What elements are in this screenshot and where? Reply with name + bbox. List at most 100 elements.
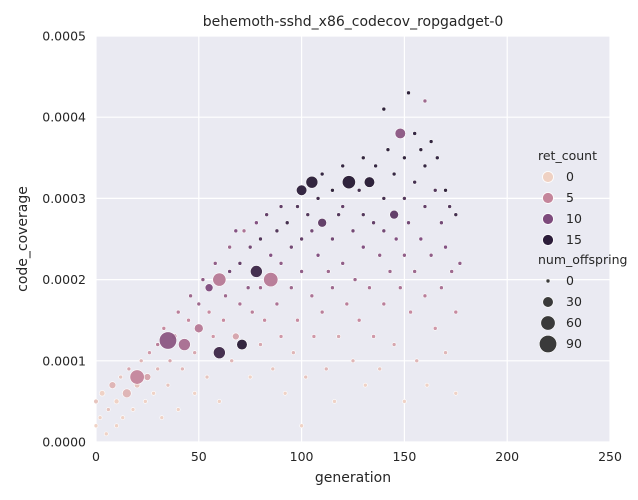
data-point bbox=[274, 228, 280, 234]
data-point bbox=[393, 236, 399, 242]
y-tick-label: 0.0000 bbox=[42, 435, 86, 450]
data-point bbox=[178, 338, 191, 351]
data-point bbox=[434, 155, 440, 161]
data-point bbox=[439, 285, 444, 291]
data-point bbox=[336, 212, 341, 217]
data-point bbox=[311, 334, 317, 339]
data-point bbox=[363, 176, 376, 188]
legend-hue-label: 10 bbox=[566, 211, 582, 226]
data-point bbox=[381, 301, 387, 307]
legend: ret_count num_offspring 0 5 10 15 0 30 60 90 bbox=[538, 148, 627, 354]
data-point bbox=[278, 334, 284, 339]
data-point bbox=[299, 423, 304, 429]
data-point bbox=[113, 398, 120, 405]
legend-hue-label: 0 bbox=[566, 169, 574, 184]
data-point bbox=[130, 407, 136, 412]
data-point bbox=[418, 236, 424, 242]
legend-hue-marker bbox=[542, 171, 554, 183]
data-point bbox=[309, 228, 315, 234]
data-point bbox=[103, 431, 109, 437]
data-point bbox=[289, 244, 294, 250]
data-point bbox=[192, 390, 197, 396]
data-point bbox=[97, 415, 103, 420]
data-point bbox=[138, 358, 144, 364]
data-point bbox=[278, 204, 284, 209]
data-point bbox=[167, 358, 173, 364]
data-point bbox=[114, 423, 119, 429]
data-point bbox=[330, 187, 335, 193]
legend-size-label: 30 bbox=[566, 294, 582, 309]
data-point bbox=[363, 382, 368, 388]
legend-hue-label: 15 bbox=[566, 232, 582, 247]
data-point bbox=[236, 338, 248, 351]
legend-size-marker bbox=[538, 334, 558, 354]
legend-size-marker bbox=[542, 296, 554, 308]
data-point bbox=[402, 252, 407, 258]
data-point bbox=[344, 301, 350, 307]
legend-size-marker bbox=[545, 278, 551, 284]
legend-hue-marker bbox=[542, 213, 554, 225]
data-point bbox=[422, 98, 428, 104]
data-point bbox=[233, 228, 239, 234]
data-point bbox=[443, 187, 448, 193]
data-point bbox=[204, 374, 210, 380]
data-point bbox=[192, 350, 197, 355]
y-tick-label: 0.0002 bbox=[42, 272, 86, 287]
data-point bbox=[391, 342, 397, 347]
legend-size-label: 60 bbox=[566, 315, 582, 330]
data-point bbox=[143, 399, 148, 404]
data-point bbox=[245, 285, 251, 291]
data-point bbox=[263, 272, 279, 288]
data-point bbox=[453, 212, 459, 217]
data-point bbox=[315, 196, 321, 201]
data-point bbox=[126, 366, 132, 372]
data-point bbox=[155, 342, 160, 347]
data-point bbox=[175, 407, 181, 412]
data-point bbox=[443, 350, 448, 355]
data-point bbox=[432, 187, 438, 193]
data-point bbox=[295, 204, 300, 209]
data-point bbox=[180, 366, 185, 372]
data-point bbox=[352, 277, 358, 282]
data-point bbox=[155, 366, 160, 372]
legend-hue-title: ret_count bbox=[538, 148, 597, 163]
legend-size-marker bbox=[540, 315, 556, 331]
data-point bbox=[305, 212, 311, 217]
data-point bbox=[151, 390, 156, 396]
data-point bbox=[284, 220, 290, 226]
data-point bbox=[188, 293, 193, 299]
data-point bbox=[381, 106, 387, 112]
data-point bbox=[360, 244, 366, 250]
data-point bbox=[412, 179, 417, 185]
data-point bbox=[406, 220, 411, 226]
data-point bbox=[373, 163, 378, 169]
data-point bbox=[295, 317, 300, 323]
data-point bbox=[371, 220, 376, 226]
data-point bbox=[118, 374, 123, 380]
data-point bbox=[406, 90, 411, 96]
data-point bbox=[453, 309, 459, 315]
data-point bbox=[299, 236, 304, 242]
data-point bbox=[394, 127, 406, 140]
data-point bbox=[317, 217, 327, 228]
x-tick-label: 200 bbox=[495, 449, 519, 464]
data-point bbox=[258, 285, 263, 291]
data-point bbox=[247, 374, 253, 380]
data-point bbox=[340, 261, 346, 266]
data-point bbox=[341, 175, 356, 190]
data-point bbox=[340, 163, 346, 169]
data-point bbox=[270, 366, 276, 372]
data-point bbox=[381, 228, 387, 234]
data-point bbox=[350, 228, 356, 234]
data-point bbox=[319, 309, 325, 315]
data-point bbox=[291, 350, 296, 355]
data-point bbox=[319, 171, 325, 177]
data-point bbox=[336, 334, 341, 339]
data-point bbox=[99, 390, 106, 397]
data-point bbox=[402, 155, 407, 161]
data-point bbox=[360, 212, 366, 217]
data-point bbox=[422, 163, 428, 169]
data-point bbox=[237, 261, 243, 266]
y-tick-label: 0.0005 bbox=[42, 29, 86, 44]
